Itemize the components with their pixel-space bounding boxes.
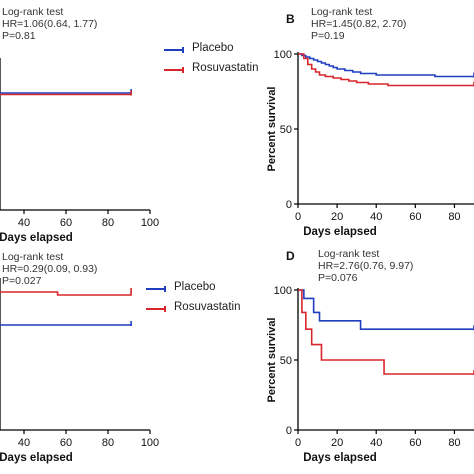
legend-swatch-blue (146, 286, 166, 292)
x-tick-label: 100 (141, 217, 159, 229)
x-tick-label: 60 (60, 437, 72, 449)
x-tick-label: 60 (409, 211, 421, 223)
panel-a-stat-line: P=0.81 (2, 30, 36, 42)
y-tick-label: 100 (274, 285, 292, 297)
series-line-placebo (298, 53, 474, 78)
panel-b-stat-line: HR=1.45(0.82, 2.70) (311, 18, 407, 30)
legend-item-rosuvastatin: Rosuvastatin (146, 300, 266, 320)
legend-item-rosuvastatin: Rosuvastatin (164, 61, 274, 81)
x-tick-label: 80 (448, 437, 460, 449)
x-tick-label: 80 (102, 217, 114, 229)
legend-swatch-red (164, 67, 184, 73)
panel-c-stats: Log-rank test HR=0.29(0.09, 0.93) P=0.02… (2, 251, 97, 287)
panel-c-plot: 40 60 80 100 Days elapsed (0, 278, 159, 464)
panel-b-label: B (286, 12, 295, 26)
legend-swatch-blue (164, 47, 184, 53)
y-tick-label: 50 (280, 355, 292, 367)
panel-d-stat-line: HR=2.76(0.76, 9.97) (318, 260, 414, 272)
x-axis-label: Days elapsed (303, 452, 377, 464)
series-line-rosuvastatin (0, 93, 132, 96)
panel-c-stat-line: HR=0.29(0.09, 0.93) (2, 263, 98, 275)
legend-label: Placebo (174, 281, 216, 293)
panel-a-stat-line: HR=1.06(0.64, 1.77) (2, 18, 98, 30)
x-tick-label: 80 (448, 211, 460, 223)
x-tick-label: 60 (409, 437, 421, 449)
panel-b-stat-line: Log-rank test (311, 6, 373, 18)
panel-b-stats: Log-rank test HR=1.45(0.82, 2.70) P=0.19 (311, 6, 406, 42)
legend-label: Placebo (192, 42, 234, 54)
y-tick-label: 100 (274, 49, 292, 61)
panel-a-stats: Log-rank test HR=1.06(0.64, 1.77) P=0.81 (2, 6, 97, 42)
panel-c-stat-line: P=0.027 (2, 275, 42, 287)
legend-item-placebo: Placebo (164, 41, 274, 61)
panel-b-plot: 0 20 40 60 80 0 50 100 Days elapsed Percent survi… (266, 49, 474, 238)
panel-a-plot: 40 60 80 100 Days elapsed (0, 58, 159, 244)
x-axis-label: Days elapsed (0, 232, 73, 244)
series-line-rosuvastatin (0, 291, 132, 296)
y-axis-label: Percent survival (266, 87, 278, 172)
x-tick-label: 0 (295, 437, 301, 449)
y-axis-label: Percent survival (266, 318, 278, 403)
y-tick-label: 0 (286, 425, 292, 437)
x-tick-label: 40 (370, 437, 382, 449)
y-tick-label: 50 (280, 124, 292, 136)
legend-label: Rosuvastatin (192, 62, 259, 74)
panel-d-stat-line: Log-rank test (318, 248, 380, 260)
panel-d-label: D (286, 249, 295, 263)
x-axis-label: Days elapsed (0, 452, 73, 464)
x-tick-label: 40 (370, 211, 382, 223)
panel-c-stat-line: Log-rank test (2, 251, 64, 263)
series-line-placebo (0, 324, 132, 326)
panel-d-stats: Log-rank test HR=2.76(0.76, 9.97) P=0.07… (318, 248, 413, 284)
panel-b-stat-line: P=0.19 (311, 30, 345, 42)
legend-swatch-red (146, 306, 166, 312)
x-tick-label: 80 (102, 437, 114, 449)
x-tick-label: 100 (141, 437, 159, 449)
panel-d-stat-line: P=0.076 (318, 272, 358, 284)
x-axis-label: Days elapsed (303, 226, 377, 238)
series-line-placebo (298, 289, 474, 330)
panel-d-plot: 0 20 40 60 80 0 50 100 Days elapsed Percent survi… (266, 285, 474, 464)
x-tick-label: 40 (18, 437, 30, 449)
series-line-rosuvastatin (298, 53, 474, 87)
y-tick-label: 0 (286, 199, 292, 211)
x-tick-label: 20 (331, 437, 343, 449)
x-tick-label: 0 (295, 211, 301, 223)
legend-bottom: Placebo Rosuvastatin (146, 280, 266, 320)
series-line-rosuvastatin (298, 289, 474, 375)
x-tick-label: 20 (331, 211, 343, 223)
legend-top: Placebo Rosuvastatin (164, 41, 274, 81)
panel-a-stat-line: Log-rank test (2, 6, 64, 18)
x-tick-label: 40 (18, 217, 30, 229)
x-tick-label: 60 (60, 217, 72, 229)
legend-label: Rosuvastatin (174, 301, 241, 313)
legend-item-placebo: Placebo (146, 280, 266, 300)
